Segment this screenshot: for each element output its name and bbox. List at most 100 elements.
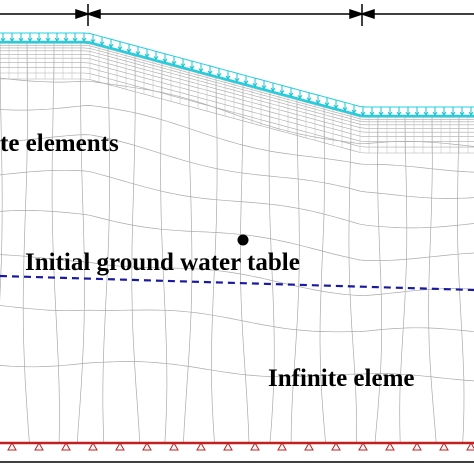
mesh-line [0, 78, 474, 154]
mesh-line [183, 69, 193, 444]
load-arrow-head [378, 111, 384, 116]
load-arrow-head [351, 109, 357, 114]
load-arrow-head [54, 37, 60, 42]
mesh-line [0, 54, 474, 129]
load-arrow-head [243, 80, 249, 85]
base-supports [0, 441, 474, 463]
surface-loads [0, 32, 474, 118]
load-arrow-head [288, 92, 294, 97]
load-arrow-head [207, 70, 213, 75]
load-arrow-head [279, 90, 285, 95]
mesh-line [0, 169, 474, 229]
load-arrow-head [18, 37, 24, 42]
load-arrow-head [63, 37, 69, 42]
support [169, 441, 179, 451]
load-arrow-head [432, 111, 438, 116]
load-arrow-head [144, 53, 150, 58]
mesh-line [102, 47, 110, 444]
mesh-line [0, 105, 474, 173]
load-arrow-head [396, 111, 402, 116]
mesh [0, 41, 474, 444]
load-arrow-head [387, 111, 393, 116]
load-arrow-head [72, 37, 78, 42]
mesh-line [0, 361, 474, 382]
mesh-line [0, 45, 474, 120]
load-arrow-head [9, 37, 15, 42]
load-arrow-head [360, 111, 366, 116]
load-arrow-head [234, 77, 240, 83]
support [277, 441, 287, 451]
load-arrow-head [36, 37, 42, 42]
mesh-line [319, 105, 326, 444]
support [439, 441, 449, 451]
mesh-line [399, 115, 408, 444]
load-arrow-head [252, 82, 258, 88]
mesh-line [51, 41, 60, 444]
load-arrow-head [342, 107, 348, 112]
support [358, 441, 368, 451]
load-arrow-head [315, 99, 321, 105]
support [61, 441, 71, 451]
mesh-line [131, 54, 141, 444]
support [88, 441, 98, 451]
mesh-line [160, 61, 168, 444]
mesh-line [0, 254, 474, 296]
load-arrow-head [297, 94, 303, 100]
load-arrow-head [261, 85, 267, 90]
mesh-line [0, 305, 474, 333]
mesh-line [457, 115, 465, 444]
load-arrow-head [171, 60, 177, 66]
support [331, 441, 341, 451]
load-arrow-head [27, 37, 33, 42]
load-arrow-head [324, 102, 330, 107]
load-arrow-head [225, 75, 231, 80]
mesh-line [428, 115, 437, 444]
mesh-line [374, 115, 383, 444]
mesh-line [0, 72, 474, 148]
load-arrow-head [459, 111, 465, 116]
mesh-line [0, 57, 474, 133]
support [115, 441, 125, 451]
ground-surface [0, 40, 474, 118]
mesh-line [348, 112, 357, 444]
mesh-line [0, 77, 474, 147]
load-arrow-head [117, 46, 123, 51]
load-arrow-head [423, 111, 429, 116]
load-arrow-head [99, 41, 105, 46]
load-arrow-head [468, 111, 474, 116]
load-arrow-head [414, 111, 420, 116]
mesh-line [0, 47, 474, 123]
support [385, 441, 395, 451]
support [223, 441, 233, 451]
load-arrow-head [180, 63, 186, 68]
mesh-line [240, 83, 250, 444]
load-arrow-head [306, 97, 312, 102]
load-arrow-head [45, 37, 51, 42]
mesh-line [76, 41, 85, 444]
mesh-line [268, 91, 275, 444]
load-arrow-head [189, 65, 195, 70]
support [412, 441, 422, 451]
load-arrow-head [135, 51, 141, 56]
load-arrow-head [108, 43, 114, 49]
infinite-label: Infinite eleme [268, 365, 414, 392]
water-table-label: Initial ground water table [25, 249, 300, 276]
support [7, 441, 17, 451]
mesh-line [290, 98, 300, 444]
support [466, 441, 474, 451]
dimension-line [0, 4, 474, 26]
load-arrow-head [153, 56, 159, 61]
load-arrow-head [198, 68, 204, 73]
support [142, 441, 152, 451]
mesh-line [0, 134, 474, 199]
load-arrow-head [450, 111, 456, 116]
load-arrow-head [333, 104, 339, 109]
mesh-line [0, 210, 474, 261]
support [196, 441, 206, 451]
load-arrow-head [81, 37, 87, 42]
mesh-line [0, 41, 3, 302]
mesh-line [0, 62, 474, 137]
load-arrow-head [216, 73, 222, 78]
